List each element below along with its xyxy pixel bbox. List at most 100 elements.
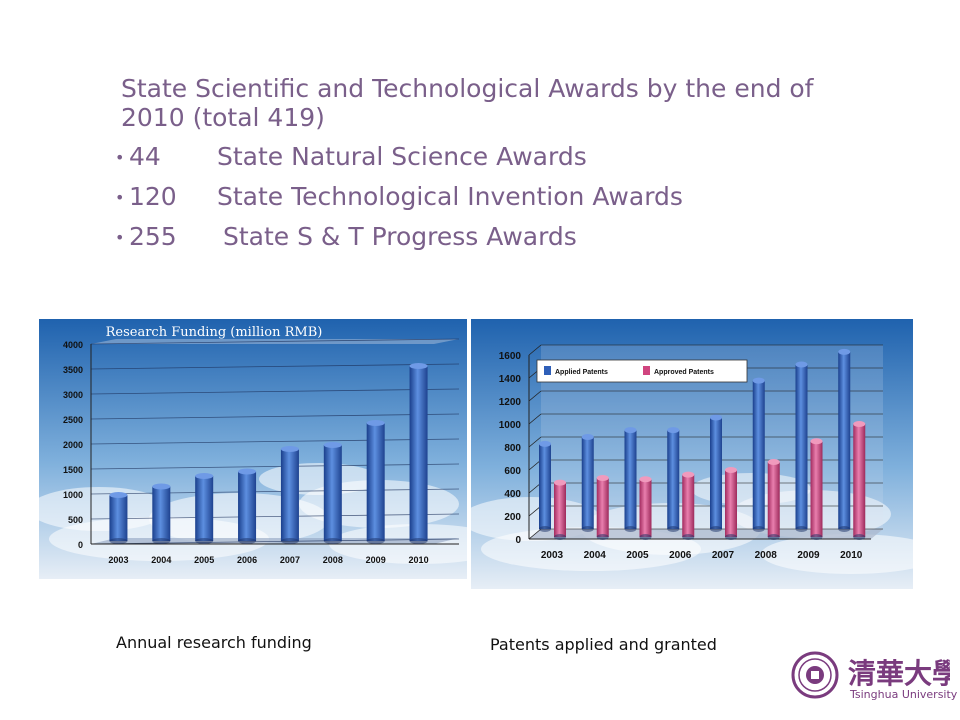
award-label: State Natural Science Awards	[217, 142, 587, 171]
gridline	[90, 413, 460, 420]
gridline-diagonal	[528, 528, 542, 540]
x-tick-label: 2007	[280, 555, 300, 565]
award-label: State Technological Invention Awards	[217, 182, 683, 211]
y-tick-label: 400	[504, 489, 521, 500]
x-tick-label: 2006	[237, 555, 257, 565]
award-count: 120	[129, 182, 177, 211]
award-count: 44	[129, 142, 161, 171]
bar	[109, 492, 128, 544]
bar	[725, 467, 737, 540]
gridline-diagonal	[528, 436, 542, 448]
y-tick-label: 2000	[63, 440, 83, 450]
bar	[752, 377, 765, 532]
x-tick-label: 2005	[194, 555, 214, 565]
y-tick-label: 3000	[63, 390, 83, 400]
funding-caption: Annual research funding	[116, 633, 312, 652]
bar	[238, 468, 257, 544]
y-tick-label: 1200	[499, 397, 522, 408]
gridline	[90, 538, 460, 545]
bar	[667, 427, 680, 532]
logo-english-text: Tsinghua University	[850, 688, 958, 701]
cloud	[761, 534, 913, 574]
x-tick-label: 2004	[584, 550, 607, 561]
bullet-icon: •	[115, 228, 125, 247]
legend-swatch-approved	[643, 366, 650, 375]
y-tick-label: 1000	[499, 420, 522, 431]
bar	[853, 421, 866, 540]
y-tick-label: 0	[515, 535, 521, 546]
gridline	[90, 363, 460, 370]
legend-box	[536, 359, 748, 383]
bar	[554, 479, 566, 540]
x-tick-label: 2008	[323, 555, 343, 565]
x-tick-label: 2009	[797, 550, 820, 561]
gridline	[90, 388, 460, 395]
awards-summary: State Scientific and Technological Award…	[115, 74, 861, 252]
x-tick-label: 2005	[626, 550, 649, 561]
award-item: • 120 State Technological Invention Awards	[115, 182, 861, 212]
y-tick-label: 2500	[63, 415, 83, 425]
y-tick-label: 200	[504, 512, 521, 523]
bar	[767, 458, 780, 540]
bar	[539, 440, 551, 532]
bar	[409, 363, 428, 544]
x-tick-label: 2004	[151, 555, 171, 565]
x-tick-label: 2008	[755, 550, 778, 561]
bar	[323, 442, 342, 544]
y-tick-label: 1500	[63, 465, 83, 475]
y-tick-label: 600	[504, 466, 521, 477]
research-funding-chart: 0 500 1000 1500 2000 2500 3000 3500 4000 Research…	[39, 319, 467, 579]
x-tick-label: 2006	[669, 550, 692, 561]
bar	[838, 348, 851, 532]
bar	[195, 473, 214, 544]
bullet-icon: •	[115, 148, 125, 167]
x-tick-label: 2010	[409, 555, 429, 565]
y-tick-label: 3500	[63, 365, 83, 375]
x-tick-label: 2007	[712, 550, 735, 561]
gridline-diagonal	[528, 344, 542, 356]
bullet-icon: •	[115, 188, 125, 207]
award-count: 255	[129, 222, 177, 251]
legend-label: Approved Patents	[654, 369, 714, 376]
gridline-diagonal	[528, 390, 542, 402]
bar	[795, 361, 808, 532]
gridline	[90, 438, 460, 445]
y-tick-label: 1400	[499, 374, 522, 385]
gridline	[90, 463, 460, 470]
y-tick-label: 1600	[499, 351, 522, 362]
x-tick-label: 2009	[366, 555, 386, 565]
gridline-diagonal	[528, 413, 542, 425]
bar	[682, 471, 695, 540]
x-tick-label: 2003	[108, 555, 128, 565]
bar	[280, 446, 299, 544]
award-item: • 44 State Natural Science Awards	[115, 142, 861, 172]
logo-chinese-text: 清華大學	[848, 657, 950, 690]
chart-title: Research Funding (million RMB)	[106, 325, 323, 340]
bar	[596, 475, 609, 540]
award-item: • 255 State S & T Progress Awards	[115, 222, 861, 252]
legend: Applied Patents Approved Patents	[536, 359, 748, 383]
y-tick-label: 800	[504, 443, 521, 454]
research-funding-chart-svg: 0 500 1000 1500 2000 2500 3000 3500 4000 Research…	[39, 319, 467, 579]
x-tick-label: 2010	[840, 550, 863, 561]
awards-title: State Scientific and Technological Award…	[121, 74, 814, 132]
legend-swatch-applied	[544, 366, 551, 375]
y-tick-label: 500	[68, 515, 83, 525]
y-tick-label: 4000	[63, 340, 83, 350]
award-label: State S & T Progress Awards	[223, 222, 577, 251]
bar	[810, 438, 823, 540]
legend-label: Applied Patents	[555, 369, 608, 376]
x-tick-label: 2003	[541, 550, 564, 561]
gridline	[90, 338, 460, 345]
y-tick-label: 0	[78, 540, 83, 550]
plot-floor	[529, 529, 883, 539]
bar	[639, 476, 652, 540]
bar	[624, 427, 637, 532]
patents-chart: 0 200 400 600 800 1000 1200 1400 1600 Applied Pat…	[471, 319, 913, 589]
bar	[581, 434, 594, 532]
y-tick-label: 1000	[63, 490, 83, 500]
tsinghua-logo: 清華大學	[791, 651, 950, 699]
bar	[366, 420, 385, 544]
patents-caption: Patents applied and granted	[490, 635, 717, 654]
bar	[710, 414, 722, 532]
